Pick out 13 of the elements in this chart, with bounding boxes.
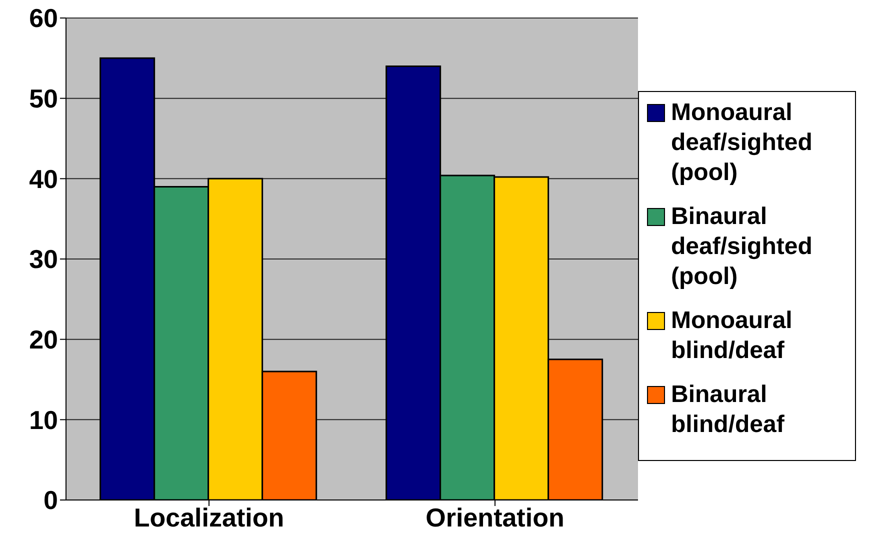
y-tick-label: 10 xyxy=(29,404,58,435)
y-tick-label: 40 xyxy=(29,164,58,194)
legend-label: Monoaural deaf/sighted (pool) xyxy=(671,98,814,188)
legend-label: Binaural blind/deaf xyxy=(671,380,786,440)
legend-label: Binaural deaf/sighted (pool) xyxy=(671,202,814,292)
legend-label: Monoaural blind/deaf xyxy=(671,306,794,366)
x-tick-label: Localization xyxy=(134,502,284,532)
y-tick-label: 0 xyxy=(44,485,58,516)
y-tick-label: 50 xyxy=(29,84,58,114)
y-tick-label: 20 xyxy=(29,324,58,355)
y-tick-label: 60 xyxy=(29,3,58,34)
y-tick-label: 30 xyxy=(29,244,58,274)
x-tick-label: Orientation xyxy=(426,502,564,532)
